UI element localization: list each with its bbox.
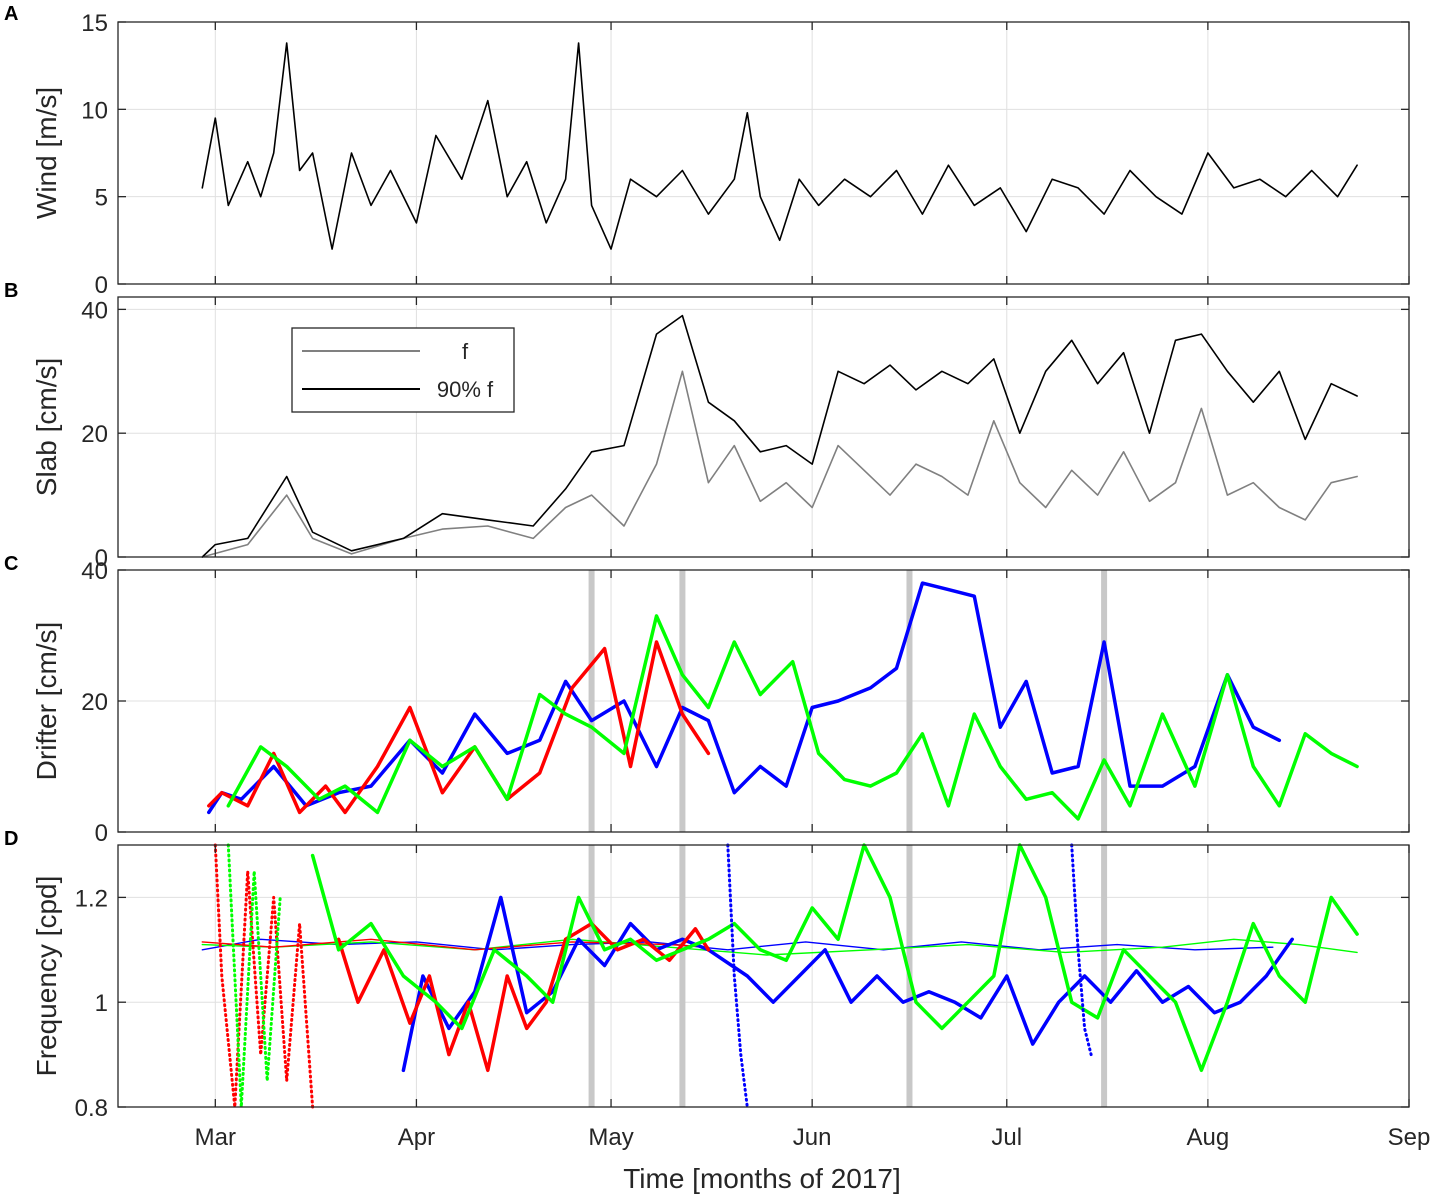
series-line-blue-thick bbox=[401, 895, 1294, 1073]
y-tick-label: 0 bbox=[95, 272, 108, 299]
series-line-90f bbox=[201, 314, 1358, 558]
x-tick-label: May bbox=[588, 1124, 633, 1151]
legend-label-f: f bbox=[462, 339, 469, 364]
series-line-undefined bbox=[201, 42, 1358, 250]
series-line-green-thick bbox=[310, 843, 1359, 1073]
plot-area bbox=[118, 845, 1409, 1107]
panel-letter: D bbox=[4, 828, 18, 850]
y-axis-label: Drifter [cm/s] bbox=[31, 622, 62, 781]
y-tick-label: 0.8 bbox=[75, 1095, 108, 1122]
y-tick-label: 10 bbox=[81, 97, 108, 124]
y-axis-label: Frequency [cpd] bbox=[31, 876, 62, 1077]
y-tick-label: 1.2 bbox=[75, 885, 108, 912]
y-tick-label: 5 bbox=[95, 185, 108, 212]
series-line-green bbox=[226, 614, 1359, 821]
y-axis-label: Slab [cm/s] bbox=[31, 358, 62, 496]
x-tick-label: Aug bbox=[1187, 1124, 1230, 1151]
panels: 0 5 10 15 Wind [m/s] A 0 20 40 Slab [cm/s] B 0 20 40 D… bbox=[4, 3, 1430, 1151]
legend-box bbox=[291, 327, 515, 413]
x-tick-label: Mar bbox=[195, 1124, 236, 1151]
panel-d: 0.8 1 1.2 Frequency [cpd] D bbox=[4, 828, 1410, 1122]
y-tick-label: 40 bbox=[81, 297, 108, 324]
axes-frame bbox=[117, 21, 1410, 285]
y-tick-label: 20 bbox=[81, 421, 108, 448]
series-line-blue-dotted bbox=[1070, 843, 1093, 1057]
x-axis-label: Time [months of 2017] bbox=[623, 1163, 901, 1194]
panel-letter: C bbox=[4, 553, 18, 575]
x-tick-label: Apr bbox=[398, 1124, 435, 1151]
x-tick-label: Jul bbox=[991, 1124, 1022, 1151]
panel-letter: A bbox=[4, 3, 18, 25]
y-tick-label: 40 bbox=[81, 558, 108, 585]
axes-frame bbox=[117, 844, 1410, 1108]
panel-a: 0 5 10 15 Wind [m/s] A bbox=[4, 3, 1410, 299]
series-line-blue bbox=[207, 581, 1282, 815]
series-line-blue-thin bbox=[201, 938, 1274, 951]
panel-letter: B bbox=[4, 280, 18, 302]
series-line-red-dotted bbox=[213, 843, 315, 1109]
y-tick-label: 20 bbox=[81, 689, 108, 716]
panel-b: 0 20 40 Slab [cm/s] B bbox=[4, 280, 1410, 572]
legend: f 90% f bbox=[291, 327, 515, 413]
legend-label-90f: 90% f bbox=[437, 377, 494, 402]
y-axis-label: Wind [m/s] bbox=[31, 87, 62, 219]
series-line-red bbox=[207, 640, 711, 815]
y-tick-label: 0 bbox=[95, 820, 108, 847]
axes-frame bbox=[117, 296, 1410, 558]
series-line-red-thick bbox=[336, 921, 711, 1073]
y-tick-label: 15 bbox=[81, 10, 108, 37]
series-line-blue-dotted bbox=[726, 843, 749, 1109]
y-tick-label: 0 bbox=[95, 545, 108, 572]
y-tick-label: 1 bbox=[95, 990, 108, 1017]
series-line-green-dotted bbox=[226, 843, 282, 1109]
panel-c: 0 20 40 Drifter [cm/s] C bbox=[4, 553, 1410, 847]
x-tick-label: Jun bbox=[793, 1124, 832, 1151]
series-line-f bbox=[201, 370, 1358, 558]
x-tick-label: Sep bbox=[1388, 1124, 1431, 1151]
series-line-green-thin bbox=[201, 938, 1358, 956]
